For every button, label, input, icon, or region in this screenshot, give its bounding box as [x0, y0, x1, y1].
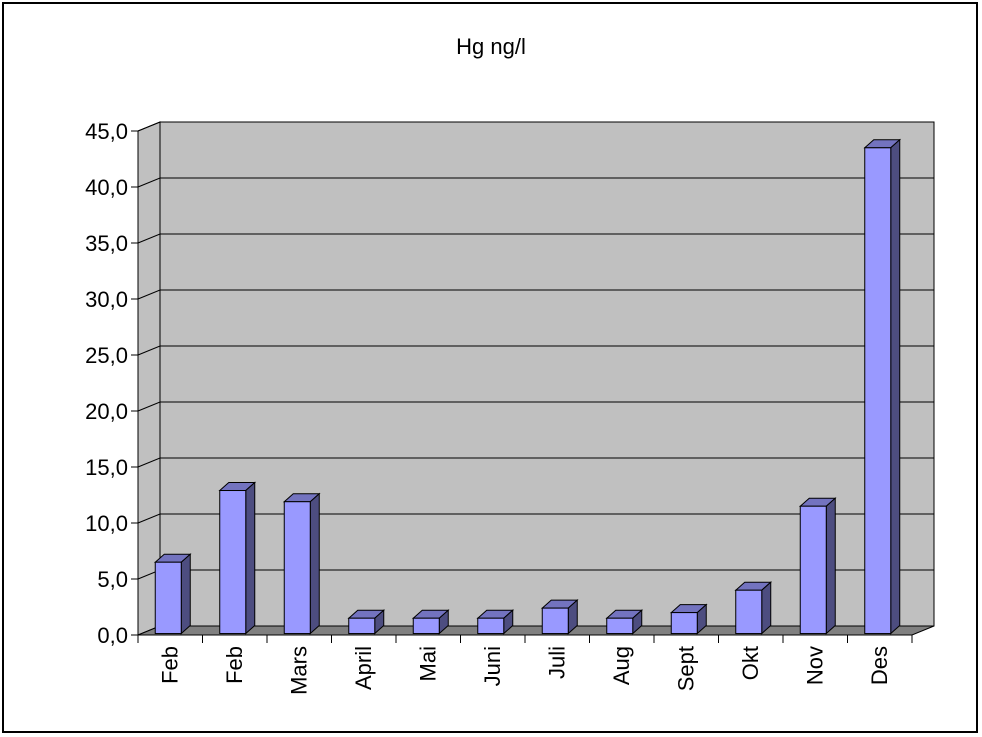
- y-tick-label: 5,0: [97, 567, 128, 592]
- y-tick-label: 40,0: [85, 175, 128, 200]
- bar: [476, 609, 515, 635]
- gridline: [137, 345, 934, 356]
- bar-front: [799, 505, 827, 635]
- bar: [798, 497, 837, 635]
- x-tick-label: Des: [867, 646, 892, 685]
- x-tick-label: Mars: [286, 646, 311, 695]
- bar-front: [541, 607, 569, 635]
- x-tick-label: Feb: [222, 646, 247, 684]
- x-tick-label: Juni: [480, 646, 505, 686]
- y-tick-label: 15,0: [85, 455, 128, 480]
- bar-side: [180, 553, 191, 635]
- y-tick-label: 25,0: [85, 343, 128, 368]
- gridline: [137, 177, 934, 188]
- bar-front: [348, 617, 376, 635]
- gridline: [137, 289, 934, 300]
- bar-front: [283, 501, 311, 635]
- x-tick-label: Mai: [415, 646, 440, 681]
- bar: [863, 138, 902, 635]
- x-tick-label: Aug: [609, 646, 634, 685]
- x-tick-label: Okt: [738, 646, 763, 680]
- x-tick-label: Feb: [157, 646, 182, 684]
- bar-side: [761, 581, 772, 635]
- bar-side: [309, 492, 320, 635]
- bar-front: [670, 612, 698, 635]
- bar-front: [219, 490, 247, 635]
- bar-side: [890, 138, 901, 635]
- bar: [540, 599, 579, 635]
- bar: [347, 609, 386, 635]
- gridline: [137, 401, 934, 412]
- bar-side: [245, 481, 256, 635]
- x-tick-label: Juli: [544, 646, 569, 679]
- bar-front: [154, 561, 182, 635]
- bar: [153, 553, 192, 635]
- gridline: [137, 121, 934, 132]
- bar-front: [735, 589, 763, 635]
- bar: [605, 609, 644, 635]
- chart-title: Hg ng/l: [456, 34, 526, 59]
- x-tick-label: April: [351, 646, 376, 690]
- gridline: [137, 457, 934, 468]
- bar-front: [606, 617, 634, 635]
- bar: [734, 581, 773, 635]
- y-tick-label: 35,0: [85, 231, 128, 256]
- gridline: [137, 513, 934, 524]
- bar-side: [825, 497, 836, 635]
- bar: [669, 603, 708, 635]
- bar-front: [412, 617, 440, 635]
- y-tick-label: 0,0: [97, 623, 128, 648]
- bar: [411, 609, 450, 635]
- y-tick-label: 45,0: [85, 119, 128, 144]
- bar-front: [477, 617, 505, 635]
- y-tick-label: 30,0: [85, 287, 128, 312]
- x-tick-label: Nov: [802, 646, 827, 685]
- bar-front: [864, 147, 892, 635]
- x-tick-label: Sept: [673, 646, 698, 691]
- gridline: [137, 233, 934, 244]
- bar: [218, 481, 257, 635]
- y-tick-label: 20,0: [85, 399, 128, 424]
- bar: [282, 492, 321, 635]
- plot-side-wall: [137, 121, 161, 636]
- y-tick-label: 10,0: [85, 511, 128, 536]
